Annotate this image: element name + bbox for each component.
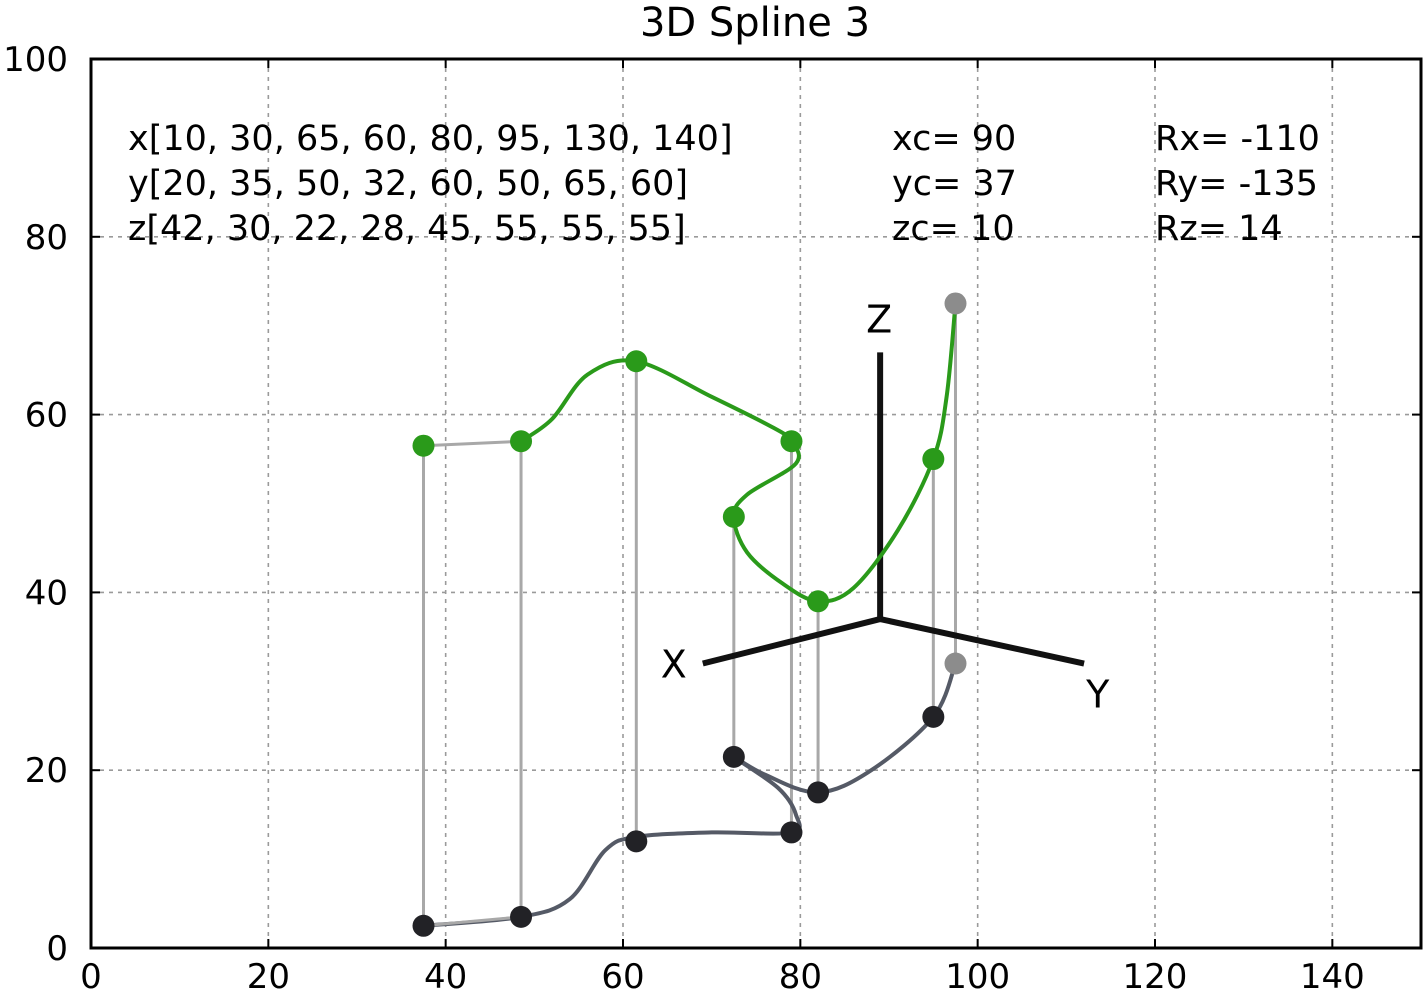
y-tick-label: 20	[25, 751, 68, 791]
y-tick-label: 60	[25, 396, 68, 436]
projection-curve	[423, 662, 958, 928]
projection-point	[807, 781, 830, 804]
spline-start-segment	[423, 439, 522, 448]
yc-annotation: yc= 37	[892, 164, 1017, 204]
chart-title: 3D Spline 3	[640, 0, 870, 46]
spline-point	[625, 350, 648, 373]
projection-point	[944, 652, 967, 675]
spline-point	[510, 430, 533, 453]
projection-point	[922, 705, 945, 728]
spline-point	[807, 590, 830, 613]
y-list-annotation: y[20, 35, 50, 32, 60, 50, 65, 60]	[128, 164, 688, 204]
x-tick-label: 60	[601, 957, 644, 995]
z-list-annotation: z[42, 30, 22, 28, 45, 55, 55, 55]	[128, 209, 686, 249]
projection-start-segment	[423, 915, 522, 928]
rx-annotation: Rx= -110	[1155, 119, 1320, 159]
axis-ticks: 0 20 40 60 80 100 120 140 0 20 40 60 80 100	[3, 40, 1421, 995]
spline-point	[780, 430, 803, 453]
x-tick-label: 120	[1123, 957, 1188, 995]
triad-x-label: X	[661, 643, 687, 687]
projection-point	[625, 830, 648, 853]
zc-annotation: zc= 10	[892, 209, 1015, 249]
xc-annotation: xc= 90	[892, 119, 1016, 159]
spline-curve	[519, 303, 958, 604]
triad-y-label: Y	[1085, 673, 1110, 717]
y-tick-label: 0	[46, 929, 68, 969]
x-tick-label: 100	[945, 957, 1010, 995]
x-tick-label: 0	[80, 957, 102, 995]
triad-y-axis	[879, 616, 1085, 667]
projection-point	[780, 821, 803, 844]
spline-point	[722, 505, 745, 528]
y-tick-label: 40	[25, 573, 68, 613]
annotation-block: x[10, 30, 65, 60, 80, 95, 130, 140] y[20…	[128, 119, 1320, 249]
x-tick-label: 140	[1300, 957, 1365, 995]
projection-point	[722, 745, 745, 768]
x-list-annotation: x[10, 30, 65, 60, 80, 95, 130, 140]	[128, 119, 733, 159]
spline-point	[412, 434, 435, 457]
projection-point	[412, 914, 435, 937]
grid	[91, 59, 1421, 948]
y-tick-label: 100	[3, 40, 68, 80]
spline-series	[412, 292, 967, 613]
axes-triad: X Y Z	[661, 297, 1110, 716]
x-tick-label: 80	[779, 957, 822, 995]
ry-annotation: Ry= -135	[1155, 164, 1318, 204]
plot-frame	[89, 57, 1423, 950]
projection-point	[510, 905, 533, 928]
y-tick-label: 80	[25, 218, 68, 258]
x-tick-label: 40	[424, 957, 467, 995]
spline-point	[944, 292, 967, 315]
spline-point	[922, 448, 945, 471]
rz-annotation: Rz= 14	[1155, 209, 1283, 249]
triad-x-axis	[702, 616, 881, 667]
x-tick-label: 20	[247, 957, 290, 995]
projection-series	[412, 652, 967, 937]
triad-z-label: Z	[866, 297, 892, 341]
